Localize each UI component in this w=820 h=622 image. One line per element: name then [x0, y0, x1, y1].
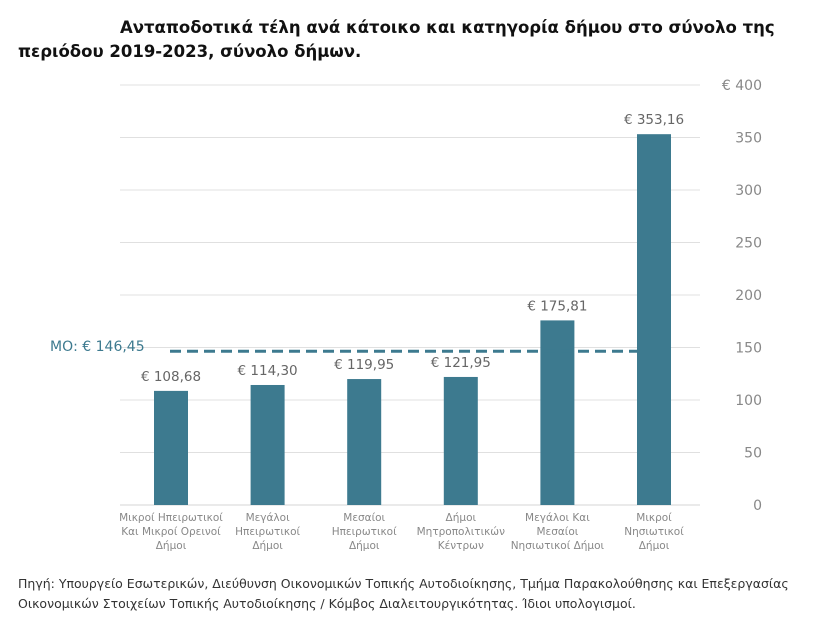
x-tick-label: Μεγάλοι	[246, 512, 291, 524]
data-label: € 108,68	[141, 369, 201, 385]
x-tick-label: Μικροί Ηπειρωτικοί	[119, 512, 223, 524]
x-tick-label: Δήμοι	[639, 540, 670, 552]
data-label: € 353,16	[624, 112, 684, 128]
x-tick-label: Δήμοι	[156, 540, 187, 552]
y-tick-label: 50	[744, 446, 762, 462]
x-tick-label: Δήμοι	[446, 512, 477, 524]
x-tick-label: Κέντρων	[438, 540, 484, 552]
y-tick-label: 350	[735, 131, 762, 147]
y-tick-label: 0	[753, 498, 762, 514]
bar	[347, 379, 382, 505]
y-tick-label: 300	[735, 183, 762, 199]
y-tick-label: € 400	[722, 78, 762, 94]
x-tick-label: Νησιωτικοί	[624, 526, 684, 538]
x-tick-label: Μητροπολιτικών	[417, 526, 505, 538]
mean-label: ΜΟ: € 146,45	[50, 339, 145, 355]
y-tick-label: 150	[735, 341, 762, 357]
data-label: € 121,95	[431, 355, 491, 371]
x-tick-label: Μεσαίοι	[536, 526, 578, 538]
data-label: € 114,30	[238, 363, 298, 379]
x-tick-label: Δήμοι	[252, 540, 283, 552]
bar	[540, 320, 575, 505]
x-tick-label: Μεσαίοι	[343, 512, 385, 524]
x-tick-label: Μικροί	[636, 512, 672, 524]
x-tick-label: Νησιωτικοί Δήμοι	[511, 540, 605, 552]
x-tick-label: Και Μικροί Ορεινοί	[121, 526, 221, 538]
bar	[443, 376, 478, 505]
x-tick-label: Ηπειρωτικοί	[332, 526, 397, 538]
bar	[154, 390, 188, 505]
y-tick-label: 200	[735, 288, 762, 304]
y-tick-label: 100	[735, 393, 762, 409]
chart-title: Ανταποδοτικά τέλη ανά κάτοικο και κατηγο…	[18, 18, 775, 61]
bar	[250, 384, 285, 505]
bar	[637, 134, 671, 505]
x-tick-label: Μεγάλοι Και	[525, 512, 590, 524]
x-tick-label: Δήμοι	[349, 540, 380, 552]
x-tick-label: Ηπειρωτικοί	[235, 526, 300, 538]
data-label: € 175,81	[527, 298, 587, 314]
y-tick-label: 250	[735, 236, 762, 252]
source-note: Πηγή: Υπουργείο Εσωτερικών, Διεύθυνση Οι…	[18, 576, 789, 611]
data-label: € 119,95	[334, 357, 394, 373]
bar-chart: 0 50 100 150 200 250 300 350 € 400 € 108,68 Μικροί…	[50, 78, 762, 552]
